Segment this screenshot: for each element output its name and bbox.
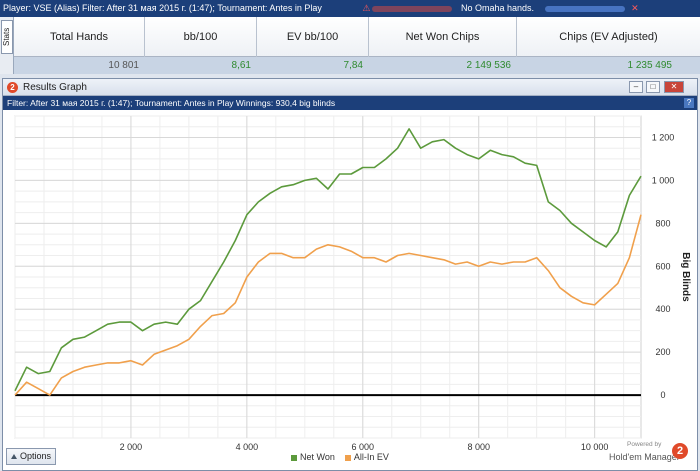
legend-swatch-allin-ev <box>344 454 351 461</box>
options-label: Options <box>20 451 52 461</box>
y-tick-label: 200 <box>655 347 670 357</box>
x-tick-label: 8 000 <box>467 442 490 450</box>
x-tick-label: 4 000 <box>236 442 259 450</box>
y-axis-label: Big Blinds <box>680 252 691 302</box>
y-tick-label: 400 <box>655 304 670 314</box>
value-bb100: 8,61 <box>231 60 251 71</box>
hm-logo-icon: 2 <box>7 82 18 93</box>
help-icon[interactable]: ? <box>684 98 694 108</box>
stats-header: Total Hands bb/100 EV bb/100 Net Won Chi… <box>14 17 700 57</box>
stats-values-row: 10 801 8,61 7,84 2 149 536 1 235 495 <box>14 57 700 74</box>
divider <box>0 74 700 78</box>
player-filter-bar: Player: VSE (Alias) Filter: After 31 мая… <box>0 0 700 17</box>
y-tick-label: 800 <box>655 218 670 228</box>
series-net-won-line <box>14 128 642 392</box>
series-allin-ev-line <box>14 214 642 396</box>
close-icon[interactable]: ✕ <box>664 81 684 93</box>
legend-allin-ev: All-In EV <box>353 452 389 462</box>
stats-tab[interactable]: Stats <box>1 20 13 54</box>
options-button[interactable]: Options <box>6 448 56 465</box>
y-tick-label: 600 <box>655 261 670 271</box>
legend-net-won: Net Won <box>300 452 335 462</box>
x-tick-label: 2 000 <box>120 442 143 450</box>
graph-filter-text: Filter: After 31 мая 2015 г. (1:47); Tou… <box>7 98 336 108</box>
brand-name: Hold'em Manager <box>609 452 680 462</box>
value-total-hands: 10 801 <box>108 60 139 71</box>
value-chips-ev: 1 235 495 <box>627 60 673 71</box>
window-titlebar[interactable]: 2 Results Graph – □ ✕ <box>3 79 697 96</box>
powered-by: Powered by <box>627 441 662 448</box>
omaha-text: No Omaha hands. <box>461 3 535 13</box>
redacted-warning <box>372 5 453 12</box>
header-chips-ev[interactable]: Chips (EV Adjusted) <box>559 31 658 43</box>
x-tick-label: 10 000 <box>581 442 609 450</box>
header-net-won[interactable]: Net Won Chips <box>369 17 517 57</box>
results-graph-window: 2 Results Graph – □ ✕ Filter: After 31 м… <box>2 78 698 471</box>
minimize-icon[interactable]: – <box>629 81 643 93</box>
results-chart[interactable]: 0 200 400 600 800 1 000 1 200 2 000 4 000 6 000 8 … <box>3 110 697 450</box>
maximize-icon[interactable]: □ <box>646 81 660 93</box>
stats-sidebar: Stats <box>0 17 14 75</box>
chart-legend: Net Won All-In EV <box>291 452 389 462</box>
player-filter-text: Player: VSE (Alias) Filter: After 31 мая… <box>3 3 322 13</box>
triangle-up-icon <box>11 454 17 460</box>
header-ev-bb100[interactable]: EV bb/100 <box>257 17 369 57</box>
value-net-won: 2 149 536 <box>466 60 512 71</box>
header-bb100[interactable]: bb/100 <box>145 17 257 57</box>
redacted-link[interactable] <box>544 5 625 12</box>
legend-swatch-net-won <box>291 454 297 461</box>
value-ev-bb100: 7,84 <box>343 60 363 71</box>
window-title: Results Graph <box>23 82 87 93</box>
header-total-hands[interactable]: Total Hands <box>14 17 145 57</box>
y-tick-label: 1 000 <box>652 175 675 185</box>
y-tick-label: 0 <box>660 390 665 400</box>
graph-filter-bar: Filter: After 31 мая 2015 г. (1:47); Tou… <box>3 96 697 110</box>
x-tick-label: 6 000 <box>352 442 375 450</box>
warning-icon: ⚠ <box>362 3 371 13</box>
brand-logo-icon: 2 <box>672 443 688 459</box>
close-filter-icon[interactable]: ✕ <box>631 3 639 13</box>
y-tick-label: 1 200 <box>652 132 675 142</box>
